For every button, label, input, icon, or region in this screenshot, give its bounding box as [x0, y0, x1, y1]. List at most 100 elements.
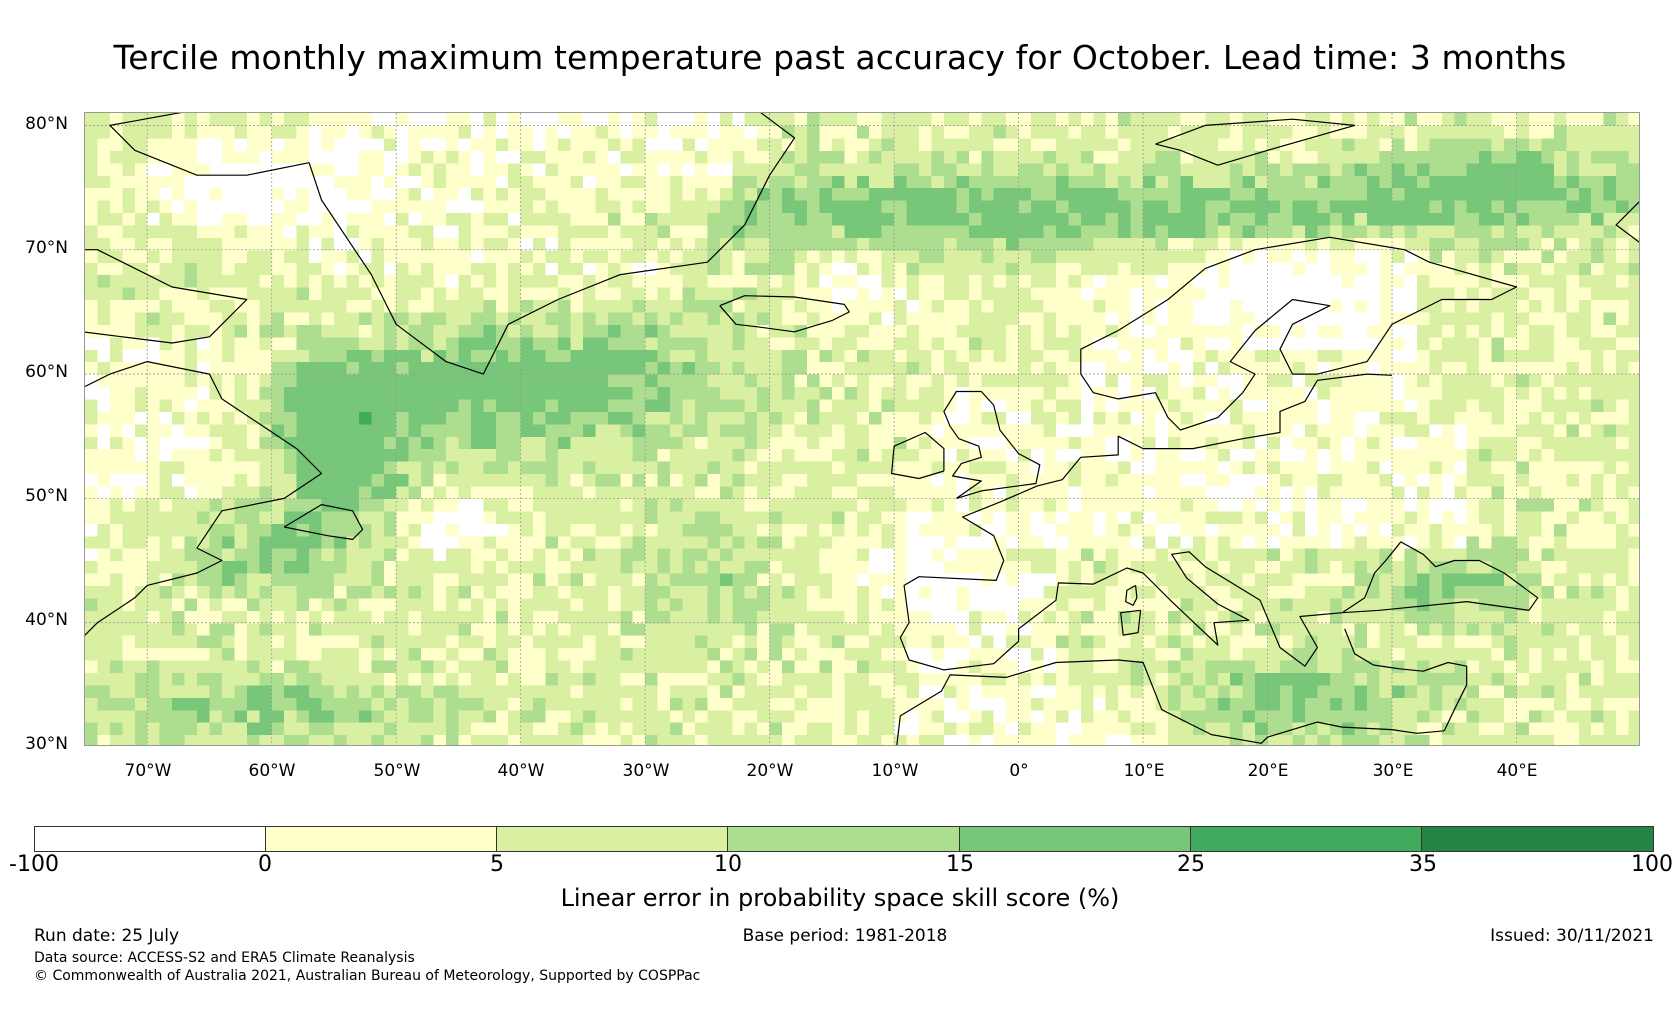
skill-cell	[943, 610, 957, 624]
skill-cell	[632, 610, 646, 624]
skill-cell	[782, 622, 796, 636]
skill-cell	[993, 125, 1007, 139]
skill-cell	[520, 262, 534, 276]
skill-cell	[806, 299, 821, 313]
skill-cell	[1130, 150, 1144, 164]
skill-cell	[670, 150, 684, 164]
skill-cell	[558, 423, 572, 437]
skill-cell	[906, 150, 920, 164]
skill-cell	[1230, 125, 1244, 139]
skill-cell	[396, 386, 410, 400]
skill-cell	[757, 175, 771, 189]
skill-cell	[956, 224, 970, 238]
skill-cell	[806, 659, 821, 674]
skill-cell	[408, 560, 422, 574]
skill-cell	[246, 224, 260, 238]
skill-cell	[1105, 498, 1119, 512]
skill-cell	[383, 374, 397, 388]
skill-cell	[321, 498, 335, 512]
skill-cell	[782, 709, 796, 723]
skill-cell	[134, 386, 148, 400]
skill-cell	[321, 398, 335, 412]
skill-cell	[645, 187, 659, 201]
skill-cell	[694, 622, 708, 636]
skill-cell	[97, 560, 111, 574]
skill-cell	[1192, 287, 1206, 301]
skill-cell	[209, 224, 223, 238]
skill-cell	[981, 709, 995, 723]
skill-cell	[1143, 336, 1157, 350]
skill-cell	[632, 150, 646, 164]
skill-cell	[159, 448, 173, 462]
skill-cell	[831, 659, 845, 674]
skill-cell	[159, 224, 173, 238]
skill-cell	[421, 672, 435, 686]
skill-cell	[85, 336, 99, 350]
skill-cell	[1080, 560, 1094, 574]
skill-cell	[919, 150, 933, 164]
skill-cell	[1155, 237, 1169, 251]
skill-cell	[856, 187, 870, 201]
skill-cell	[396, 572, 410, 586]
skill-cell	[234, 572, 248, 586]
skill-cell	[607, 386, 621, 400]
skill-cell	[296, 659, 310, 674]
skill-cell	[1155, 162, 1169, 176]
skill-cell	[209, 423, 223, 437]
skill-cell	[147, 635, 161, 649]
skill-cell	[383, 162, 397, 176]
skill-cell	[906, 622, 920, 636]
skill-cell	[309, 137, 323, 151]
skill-cell	[458, 386, 472, 400]
skill-cell	[97, 498, 111, 512]
skill-cell	[271, 722, 285, 736]
skill-cell	[943, 187, 957, 201]
skill-cell	[508, 162, 522, 176]
skill-cell	[670, 473, 684, 487]
skill-cell	[458, 249, 472, 263]
skill-cell	[209, 647, 223, 661]
skill-cell	[147, 734, 161, 745]
skill-cell	[1031, 175, 1045, 189]
skill-cell	[1192, 647, 1206, 661]
skill-cell	[1118, 336, 1132, 350]
skill-cell	[1217, 461, 1231, 475]
skill-cell	[246, 448, 260, 462]
skill-cell	[607, 187, 621, 201]
skill-cell	[831, 734, 845, 745]
skill-cell	[197, 610, 211, 624]
skill-cell	[806, 237, 821, 251]
skill-cell	[769, 622, 783, 636]
skill-cell	[458, 187, 472, 201]
skill-cell	[744, 722, 758, 736]
skill-cell	[1105, 336, 1119, 350]
skill-cell	[234, 336, 248, 350]
skill-cell	[533, 510, 547, 524]
skill-cell	[1068, 150, 1082, 164]
skill-cell	[881, 485, 895, 499]
skill-cell	[657, 498, 671, 512]
skill-cell	[1280, 560, 1294, 574]
skill-cell	[1280, 274, 1294, 288]
skill-cell	[358, 137, 372, 151]
skill-cell	[769, 635, 783, 649]
skill-cell	[197, 659, 211, 674]
skill-cell	[1205, 722, 1219, 736]
skill-cell	[1217, 659, 1231, 674]
skill-cell	[433, 659, 447, 674]
skill-cell	[234, 436, 248, 450]
skill-cell	[1230, 436, 1244, 450]
skill-cell	[794, 125, 808, 139]
skill-cell	[321, 659, 335, 674]
skill-cell	[383, 187, 397, 201]
skill-cell	[209, 150, 223, 164]
skill-cell	[1155, 311, 1169, 325]
skill-cell	[508, 684, 522, 698]
skill-cell	[981, 672, 995, 686]
skill-cell	[1130, 672, 1144, 686]
skill-cell	[184, 249, 198, 263]
skill-cell	[545, 162, 559, 176]
skill-cell	[508, 175, 522, 189]
skill-cell	[85, 697, 99, 711]
skill-cell	[1043, 510, 1057, 524]
